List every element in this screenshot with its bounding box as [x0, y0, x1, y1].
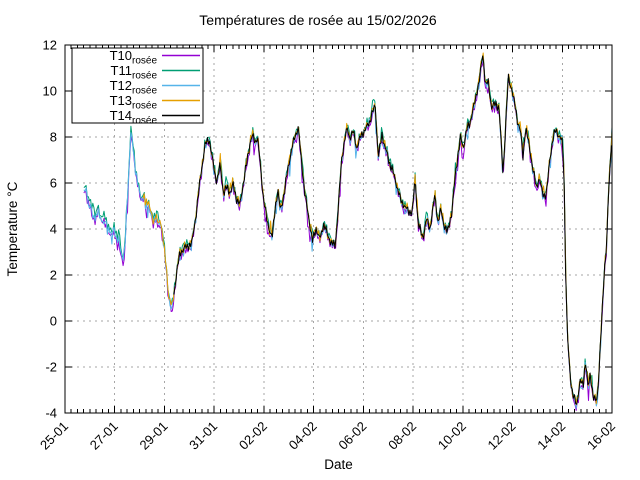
legend-item-T13: T13rosée — [110, 93, 200, 112]
series-line-T11 — [83, 54, 612, 404]
legend-label-subscript: rosée — [132, 56, 157, 67]
legend-label-subscript: rosée — [132, 86, 157, 97]
legend-label-subscript: rosée — [132, 101, 157, 112]
legend-label: T11rosée — [111, 63, 158, 82]
x-tick-label: 14-02 — [534, 419, 568, 453]
x-tick-label: 02-02 — [236, 419, 270, 453]
y-tick-label: 12 — [43, 38, 57, 53]
x-tick-label: 29-01 — [136, 419, 170, 453]
y-tick-label: 6 — [50, 176, 57, 191]
legend-label-base: T12 — [110, 78, 132, 93]
axes — [64, 44, 613, 414]
series-group — [83, 52, 612, 411]
y-tick-label: 4 — [50, 222, 57, 237]
legend-item-T12: T12rosée — [110, 78, 200, 97]
legend-label-subscript: rosée — [132, 116, 157, 127]
legend-label: T12rosée — [110, 78, 158, 97]
y-tick-label: 8 — [50, 130, 57, 145]
y-tick-label: -2 — [45, 360, 57, 375]
legend-label: T10rosée — [110, 48, 158, 67]
x-axis-label: Date — [324, 457, 353, 472]
y-tick-label: 2 — [50, 268, 57, 283]
legend-label-base: T13 — [110, 93, 132, 108]
legend-label-base: T11 — [111, 63, 132, 78]
legend-label-base: T14 — [110, 108, 132, 123]
legend-label-base: T10 — [110, 48, 132, 63]
y-tick-label: 0 — [50, 314, 57, 329]
x-tick-label: 04-02 — [286, 419, 320, 453]
x-tick-label: 08-02 — [385, 419, 419, 453]
series-line-T14 — [173, 55, 612, 405]
x-tick-label: 16-02 — [584, 419, 618, 453]
x-tick-label: 27-01 — [87, 419, 121, 453]
legend-item-T14: T14rosée — [110, 108, 200, 127]
x-tick-label: 10-02 — [435, 419, 469, 453]
y-tick-label: -4 — [45, 406, 57, 421]
chart-title: Températures de rosée au 15/02/2026 — [199, 12, 437, 28]
legend-item-T11: T11rosée — [111, 63, 200, 82]
y-axis-label: Temperature °C — [5, 181, 20, 276]
x-tick-label: 25-01 — [37, 419, 71, 453]
legend-label-subscript: rosée — [132, 71, 157, 82]
x-tick-label: 31-01 — [186, 419, 220, 453]
x-tick-label: 12-02 — [485, 419, 519, 453]
legend-label: T14rosée — [110, 108, 158, 127]
legend-label: T13rosée — [110, 93, 158, 112]
x-tick-label: 06-02 — [335, 419, 369, 453]
legend-item-T10: T10rosée — [110, 48, 200, 67]
y-tick-label: 10 — [43, 84, 57, 99]
